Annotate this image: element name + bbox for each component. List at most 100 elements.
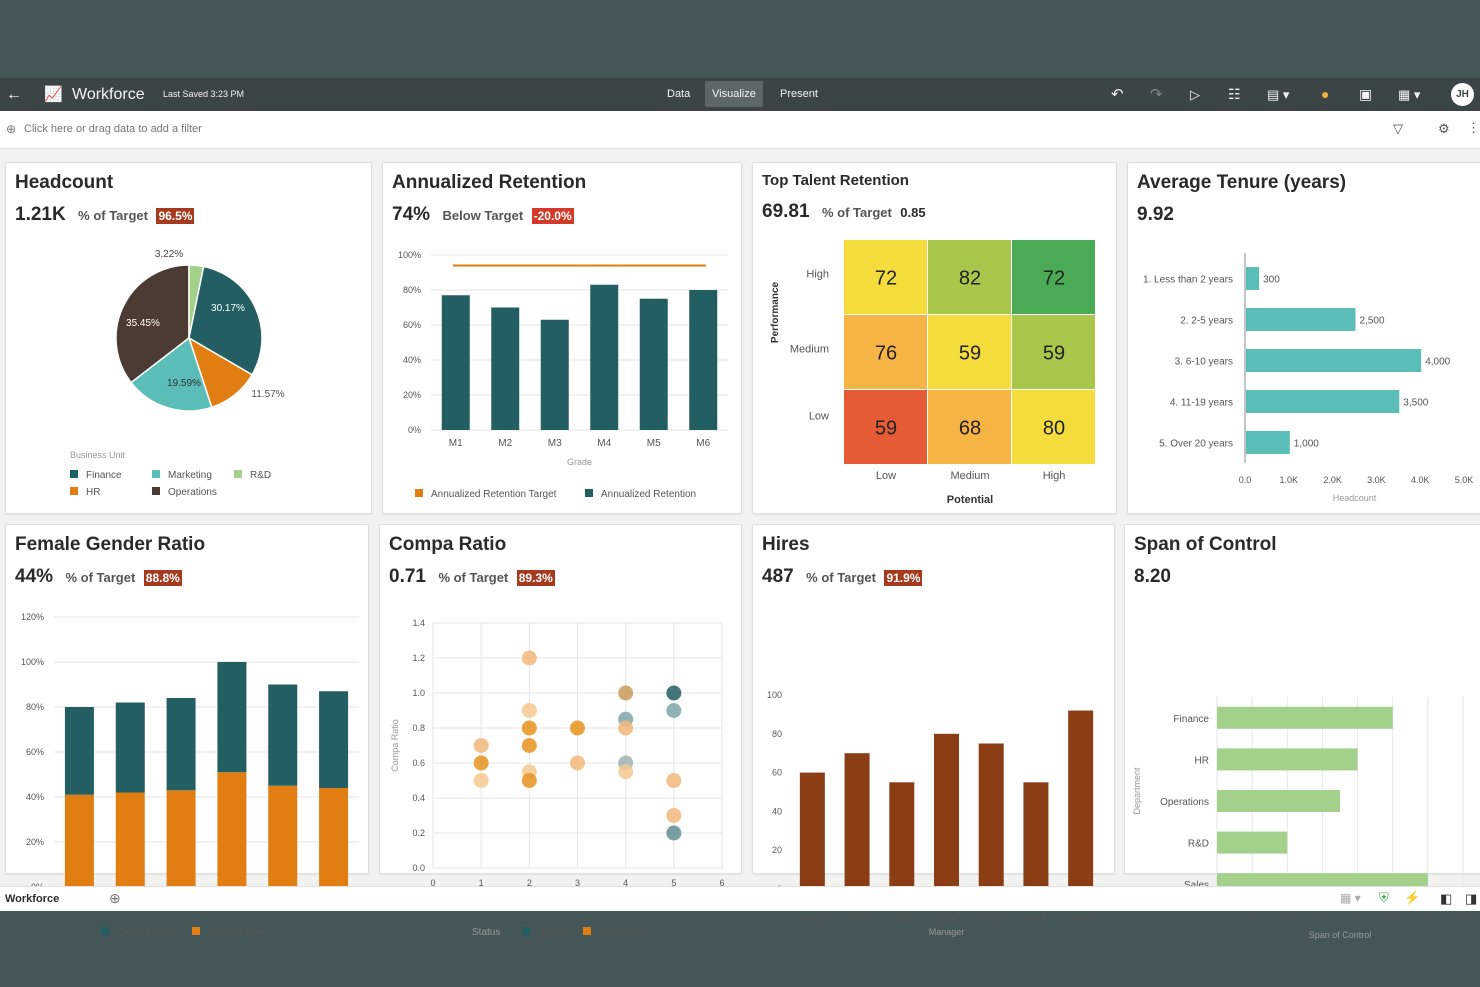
play-icon[interactable]: ▷ — [1190, 87, 1200, 102]
row-label: High — [806, 269, 829, 281]
settings-icon[interactable]: ⚙ — [1438, 121, 1450, 136]
y-tick-label: 80 — [772, 729, 782, 739]
y-tick-label: Finance — [1173, 714, 1209, 725]
retention-card[interactable]: Annualized Retention 74% Below Target -2… — [382, 162, 742, 514]
filter-placeholder[interactable]: Click here or drag data to add a filter — [24, 123, 202, 135]
pie-slice-marketing — [130, 336, 213, 412]
legend-title: Status — [472, 927, 500, 938]
more-options-icon[interactable]: ⋮ — [1467, 120, 1480, 135]
pie-slice-label: 30.17% — [211, 303, 245, 314]
data-label: 1,000 — [1294, 439, 1319, 450]
x-tick-label: M2 — [498, 438, 512, 449]
back-arrow-icon[interactable]: ← — [6, 86, 22, 103]
y-tick-label: 20% — [26, 837, 44, 847]
panel-left-icon[interactable]: ◧ — [1440, 891, 1453, 906]
y-tick-label: 1.2 — [412, 653, 425, 663]
filter-bar[interactable]: ⊕ Click here or drag data to add a filte… — [0, 111, 1480, 149]
bar — [689, 290, 718, 430]
top-talent-card[interactable]: Top Talent Retention 69.81 % of Target 0… — [752, 162, 1117, 514]
bar-segment — [319, 691, 349, 788]
span-card[interactable]: Span of Control 8.20 0 2 4 6 8 10 12 14 Finance H… — [1124, 524, 1480, 940]
retention-bar-chart[interactable]: 0%20%40%60%80%100%M1 M2 M3 M4 M5 M6GradeAnnua… — [383, 163, 741, 513]
kpi-label: % of Target — [438, 570, 509, 585]
x-tick-label: 2 — [1250, 911, 1255, 921]
x-tick-label: 4.0K — [1411, 475, 1430, 485]
canvas-tab[interactable]: Workforce — [5, 893, 60, 905]
bar — [1246, 349, 1422, 372]
bar — [441, 295, 470, 430]
card-title: Average Tenure (years) — [1137, 172, 1347, 193]
legend-swatch — [70, 487, 78, 495]
bar — [1217, 831, 1288, 854]
scatter-point — [521, 773, 537, 788]
hires-bar-chart[interactable]: 020406080100AmyWongCarrieRingDavidJainDo… — [753, 525, 1114, 937]
x-tick-label: M4 — [597, 438, 611, 449]
y-tick-label: 4. 11-19 years — [1170, 398, 1233, 409]
tab-visualize[interactable]: Visualize — [705, 81, 763, 107]
card-title: Span of Control — [1134, 534, 1277, 555]
bar-segment — [217, 772, 247, 887]
kpi-row: 487 % of Target 91.9% — [762, 566, 923, 588]
add-filter-icon[interactable]: ⊕ — [6, 122, 17, 136]
tenure-bar-chart[interactable]: 1. Less than 2 years 300 2. 2-5 years 2,500… — [1128, 163, 1480, 513]
data-label: 2,500 — [1360, 316, 1385, 327]
top-talent-heatmap[interactable]: High 72 82 72 Medium 76 59 59 Low 59 68 80 Low Medium… — [753, 163, 1116, 513]
workbook-icon: 📈 — [44, 86, 63, 103]
redo-icon[interactable]: ↷ — [1150, 86, 1163, 103]
save-menu-icon[interactable]: ▦ ▾ — [1398, 87, 1421, 102]
card-title: Female Gender Ratio — [15, 534, 206, 555]
scatter-point — [570, 755, 585, 771]
kpi-value: 44% — [15, 566, 54, 587]
y-tick-label: R&D — [1188, 839, 1209, 850]
pie-slice-label: 35.45% — [126, 318, 160, 329]
heatmap-cell-value: 59 — [1043, 343, 1065, 365]
auto-insights-icon[interactable]: ⚡ — [1404, 890, 1421, 905]
bar — [889, 782, 915, 889]
refresh-data-icon[interactable]: ☷ — [1228, 86, 1241, 102]
heatmap-cell-value: 76 — [875, 343, 897, 365]
heatmap-cell-value: 59 — [959, 343, 981, 365]
layout-menu-icon[interactable]: ▦ ▾ — [1340, 891, 1361, 905]
gender-card[interactable]: Female Gender Ratio 44% % of Target 88.8… — [5, 524, 369, 938]
headcount-card[interactable]: Headcount 1.21K % of Target 96.5% 35.45%… — [5, 162, 372, 514]
compa-card[interactable]: Compa Ratio 0.71 % of Target 89.3% 0.0 0.… — [379, 524, 742, 938]
tab-present[interactable]: Present — [780, 88, 818, 100]
app-window: ← 📈 Workforce Last Saved 3:23 PM Data Vi… — [0, 78, 1480, 940]
compa-scatter-chart[interactable]: 0.00.20.40.60.81.01.21.40123456Performan… — [380, 525, 741, 938]
headcount-pie-chart[interactable]: 35.45% 3.22% 30.17% 11.57% 19.59% Business Un… — [6, 163, 371, 513]
kpi-value: 487 — [762, 566, 794, 587]
legend-label: Gender Ratio — [117, 927, 177, 938]
tenure-card[interactable]: Average Tenure (years) 9.92 1. Less than… — [1127, 162, 1480, 514]
scatter-point — [521, 720, 537, 736]
kpi-value: 69.81 — [762, 201, 810, 222]
x-tick-label: 0 — [430, 878, 435, 888]
comments-menu-icon[interactable]: ▤ ▾ — [1267, 87, 1290, 102]
bar — [934, 733, 959, 889]
bar — [639, 298, 668, 430]
bar — [799, 772, 825, 889]
kpi-label: % of Target — [822, 205, 892, 220]
y-tick-label: 60 — [772, 768, 782, 778]
hires-card[interactable]: Hires 487 % of Target 91.9% 020406080100… — [752, 524, 1115, 937]
undo-icon[interactable]: ↶ — [1111, 86, 1124, 103]
export-icon[interactable]: ▣ — [1359, 86, 1373, 102]
heatmap-cell-value: 80 — [1043, 418, 1065, 440]
tab-data[interactable]: Data — [667, 88, 691, 100]
x-tick-label: 5.0K — [1455, 475, 1474, 485]
panel-right-icon[interactable]: ◨ — [1465, 891, 1478, 906]
bar-segment — [166, 698, 196, 791]
y-tick-label: 60% — [26, 747, 44, 757]
legend-label: R&D — [250, 470, 271, 481]
user-avatar[interactable]: JH — [1451, 83, 1474, 106]
bar-segment — [115, 702, 145, 793]
insights-lightbulb-icon[interactable]: ● — [1321, 86, 1330, 102]
heatmap-cell — [844, 315, 927, 389]
bar — [1217, 748, 1358, 771]
gender-stacked-bar-chart[interactable]: 0%20%40%60%80%100%120%2021 Q 42022 Q 120… — [6, 525, 368, 938]
shield-icon[interactable]: ⛨ — [1379, 890, 1389, 905]
data-label: 4,000 — [1425, 357, 1450, 368]
span-bar-chart[interactable]: 02468101214FinanceHROperationsR&DSalesSp… — [1125, 525, 1480, 940]
add-canvas-icon[interactable]: ⊕ — [109, 890, 121, 906]
heatmap-cell — [844, 240, 927, 314]
filter-clear-icon[interactable]: ▽ — [1393, 121, 1403, 136]
